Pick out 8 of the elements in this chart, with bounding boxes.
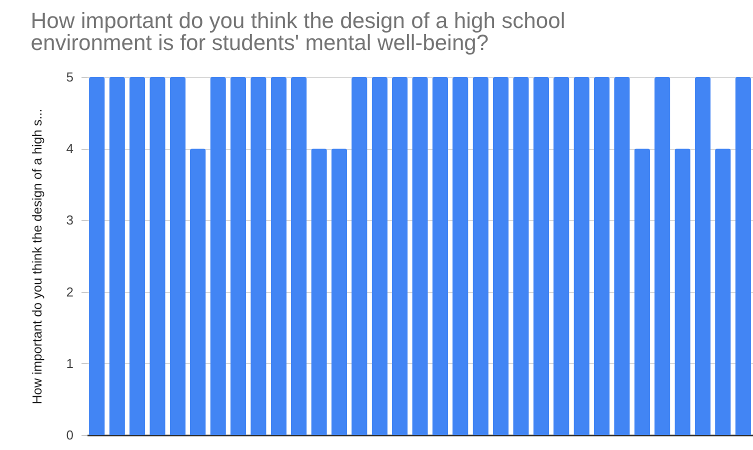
chart-title: How important do you think the design of a high school environment is for students' mental well-being? bbox=[30, 8, 566, 55]
y-tick-label: 1 bbox=[66, 356, 74, 371]
y-tick-label: 3 bbox=[66, 212, 74, 228]
y-tick-label: 4 bbox=[66, 141, 74, 156]
y-axis-title: How important do you think the design of a high s... bbox=[29, 108, 44, 404]
y-tick-label: 0 bbox=[66, 428, 74, 442]
y-tick-label: 2 bbox=[66, 284, 74, 300]
y-tick-label: 5 bbox=[66, 70, 74, 84]
